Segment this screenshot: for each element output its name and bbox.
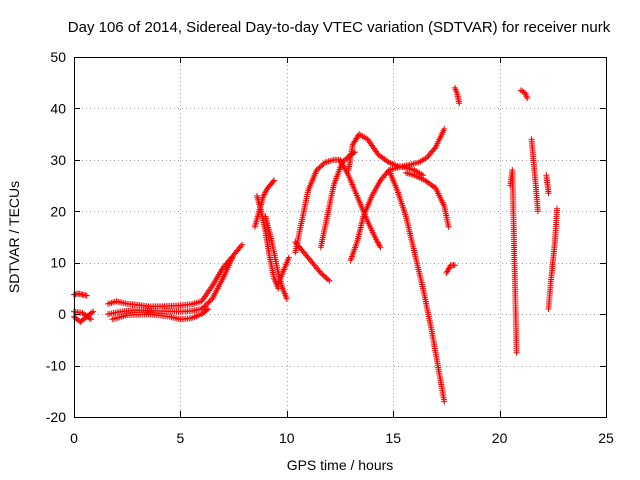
grid-lines [74, 57, 606, 417]
y-tick-label: 20 [50, 203, 66, 219]
series-s20 [451, 84, 463, 107]
data-point [200, 304, 207, 311]
data-point [513, 349, 520, 356]
y-tick-label: 50 [50, 49, 66, 65]
x-tick-label: 10 [279, 430, 295, 446]
series-s16 [347, 126, 448, 264]
data-point [203, 307, 210, 314]
y-tick-label: 0 [58, 306, 66, 322]
data-point [206, 298, 213, 305]
data-point [320, 160, 327, 167]
data-point [86, 315, 93, 322]
series-s15 [345, 131, 426, 179]
data-point [269, 178, 276, 185]
data-point [323, 275, 330, 282]
data-point [283, 295, 290, 302]
series-s6 [109, 306, 212, 323]
data-point [239, 241, 246, 248]
y-axis-label: SDTVAR / TECUs [6, 181, 22, 293]
data-point [320, 272, 327, 279]
data-point [534, 208, 541, 215]
data-point [316, 268, 323, 275]
y-tick-labels: -20 -10 0 10 20 30 40 50 [46, 49, 66, 425]
data-point [441, 126, 448, 132]
axis-ticks [74, 57, 607, 418]
series-s22 [517, 87, 531, 102]
data-point [317, 270, 324, 276]
data-point [377, 244, 384, 251]
data-point [326, 277, 333, 284]
series-s25 [545, 205, 561, 312]
x-tick-label: 0 [70, 430, 78, 446]
data-point [316, 164, 323, 171]
data-point [315, 165, 322, 172]
data-point [90, 308, 97, 315]
data-point [204, 300, 210, 307]
series-s8 [254, 192, 282, 292]
x-tick-labels: 0 5 10 15 20 25 [70, 430, 614, 446]
data-point [524, 95, 531, 102]
data-point [441, 398, 448, 405]
series-s21 [507, 167, 520, 356]
data-point [205, 299, 212, 306]
data-point [201, 303, 208, 310]
series-s9 [262, 213, 290, 302]
y-tick-label: 10 [50, 255, 66, 271]
data-point [456, 100, 463, 107]
data-point [322, 273, 329, 280]
data-point [285, 254, 292, 261]
data-point [319, 162, 326, 168]
series-s24 [543, 172, 552, 197]
data-point [431, 145, 438, 152]
chart-title: Day 106 of 2014, Sidereal Day-to-day VTE… [68, 19, 611, 36]
data-points [71, 84, 561, 405]
y-tick-label: -20 [46, 409, 66, 425]
x-tick-label: 15 [385, 430, 401, 446]
y-tick-label: 30 [50, 152, 66, 168]
data-point [343, 155, 350, 162]
data-point [324, 276, 331, 283]
series-s11 [292, 156, 346, 256]
data-point [88, 309, 95, 316]
data-point [451, 262, 458, 269]
series-s17 [385, 167, 448, 405]
y-tick-label: -10 [46, 358, 66, 374]
series-s12 [292, 239, 333, 284]
series-s5 [105, 241, 246, 318]
data-point [445, 223, 452, 230]
series-s10 [275, 254, 292, 287]
series-s7 [251, 177, 278, 230]
data-point [271, 177, 278, 184]
data-point [237, 243, 244, 250]
y-tick-label: 40 [50, 100, 66, 116]
data-point [545, 190, 552, 197]
series-s19 [443, 262, 458, 276]
series-s3 [71, 308, 95, 323]
data-point [313, 167, 320, 174]
data-point [88, 316, 95, 323]
series-s1 [71, 290, 90, 299]
data-point [319, 271, 326, 278]
data-point [198, 306, 205, 312]
x-tick-label: 20 [492, 430, 508, 446]
plot-frame [74, 57, 607, 418]
x-axis-label: GPS time / hours [287, 457, 394, 473]
x-tick-label: 25 [598, 430, 614, 446]
x-tick-label: 5 [177, 430, 185, 446]
series-s23 [528, 136, 541, 215]
series-s18 [402, 169, 452, 230]
data-point [317, 163, 324, 170]
data-point [202, 302, 209, 309]
data-point [554, 205, 561, 212]
series-s4 [105, 254, 235, 310]
data-point [205, 306, 212, 312]
data-point [83, 292, 90, 299]
